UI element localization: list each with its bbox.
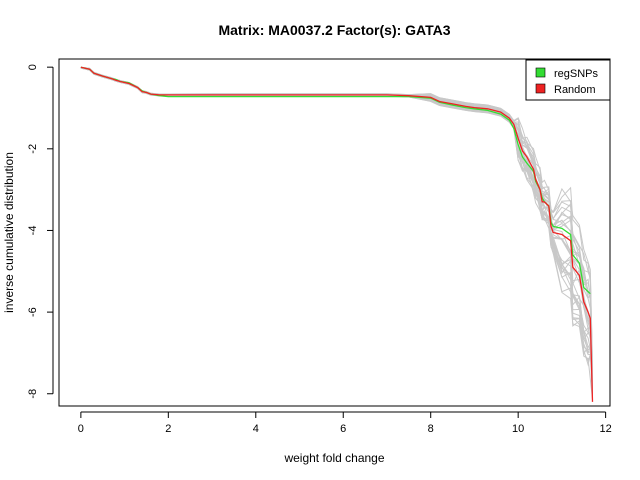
x-axis-label: weight fold change <box>283 451 384 465</box>
random-sample-line <box>80 67 593 400</box>
y-tick-label: -4 <box>27 226 39 236</box>
y-axis: 0 -2 -4 -6 -8 <box>27 64 54 399</box>
legend-swatch <box>535 83 546 94</box>
x-tick-label: 2 <box>165 423 171 435</box>
legend-label: regSNPs <box>554 68 599 80</box>
y-tick-label: -6 <box>27 307 39 317</box>
random-sample-line <box>80 66 593 363</box>
legend-swatch <box>535 67 546 78</box>
random-sample-line <box>80 67 593 395</box>
random-sample-line <box>80 66 593 382</box>
series-line-random <box>80 66 594 402</box>
random-sample-line <box>80 67 593 373</box>
random-sample-line <box>80 67 593 389</box>
y-tick-label: -2 <box>27 144 39 154</box>
random-sample-line <box>80 66 593 370</box>
random-sample-line <box>80 66 593 387</box>
random-sample-line <box>80 67 593 362</box>
chart-title: Matrix: MA0037.2 Factor(s): GATA3 <box>218 22 450 38</box>
x-tick-label: 4 <box>253 423 259 435</box>
x-tick-label: 8 <box>428 423 434 435</box>
x-tick-label: 12 <box>600 423 612 435</box>
random-sample-line <box>80 66 593 389</box>
random-sample-line <box>80 67 593 376</box>
random-sample-lines <box>80 66 593 400</box>
random-sample-line <box>80 66 593 399</box>
random-sample-line <box>80 66 593 377</box>
series-line-regsnps <box>80 66 591 295</box>
y-axis-label: inverse cumulative distribution <box>2 152 16 313</box>
x-tick-label: 10 <box>512 423 524 435</box>
x-tick-label: 0 <box>78 423 84 435</box>
series-lines <box>80 66 594 402</box>
legend: regSNPs Random <box>525 59 611 101</box>
random-sample-line <box>80 67 593 398</box>
random-sample-line <box>80 67 593 380</box>
random-sample-line <box>80 66 593 399</box>
random-sample-line <box>80 66 593 381</box>
x-axis: 0 2 4 6 8 10 12 <box>78 411 612 435</box>
y-tick-label: 0 <box>27 64 39 70</box>
legend-box <box>525 59 611 101</box>
random-sample-line <box>80 67 593 376</box>
random-sample-line <box>80 66 593 364</box>
random-sample-line <box>80 66 593 368</box>
random-sample-line <box>80 66 593 369</box>
legend-label: Random <box>554 84 596 96</box>
random-sample-line <box>80 67 593 362</box>
random-sample-line <box>80 67 593 363</box>
random-sample-line <box>80 66 593 376</box>
random-sample-line <box>80 67 593 364</box>
random-sample-line <box>80 67 593 370</box>
random-sample-line <box>80 66 593 365</box>
y-tick-label: -8 <box>27 389 39 399</box>
random-sample-line <box>80 67 593 397</box>
x-tick-label: 6 <box>340 423 346 435</box>
random-sample-line <box>80 66 593 388</box>
plot-frame <box>58 58 611 407</box>
random-sample-line <box>80 66 593 373</box>
